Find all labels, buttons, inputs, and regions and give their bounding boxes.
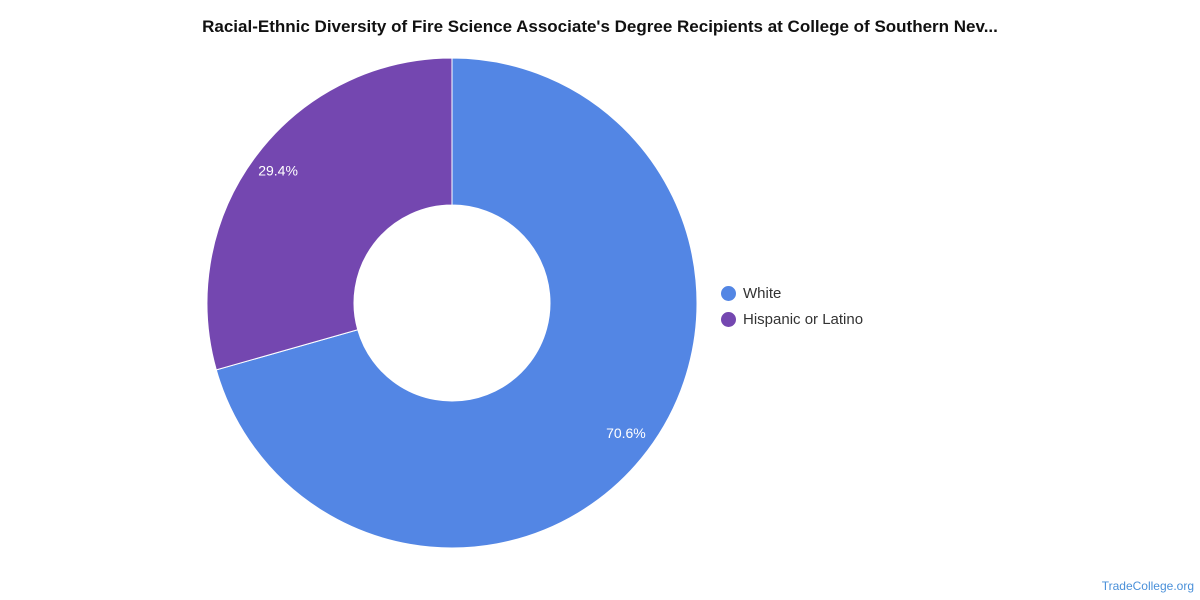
- source-credit[interactable]: TradeCollege.org: [1101, 579, 1194, 593]
- slice-hispanic-or-latino[interactable]: [206, 57, 453, 371]
- legend-swatch: [721, 311, 736, 327]
- chart-title: Racial-Ethnic Diversity of Fire Science …: [202, 17, 998, 36]
- slice-white[interactable]: [215, 57, 698, 549]
- legend-label: Hispanic or Latino: [743, 310, 864, 328]
- slice-label-hispanic-or-latino: 29.4%: [258, 162, 298, 178]
- legend-label: White: [743, 284, 782, 302]
- legend-swatch: [721, 285, 736, 301]
- legend: White Hispanic or Latino: [721, 280, 863, 332]
- legend-item-white[interactable]: White: [721, 280, 863, 306]
- slice-label-white: 70.6%: [606, 425, 646, 441]
- donut-slices: [206, 57, 698, 549]
- legend-item-hispanic-or-latino[interactable]: Hispanic or Latino: [721, 306, 863, 332]
- slice-labels: 70.6% 29.4%: [258, 162, 646, 441]
